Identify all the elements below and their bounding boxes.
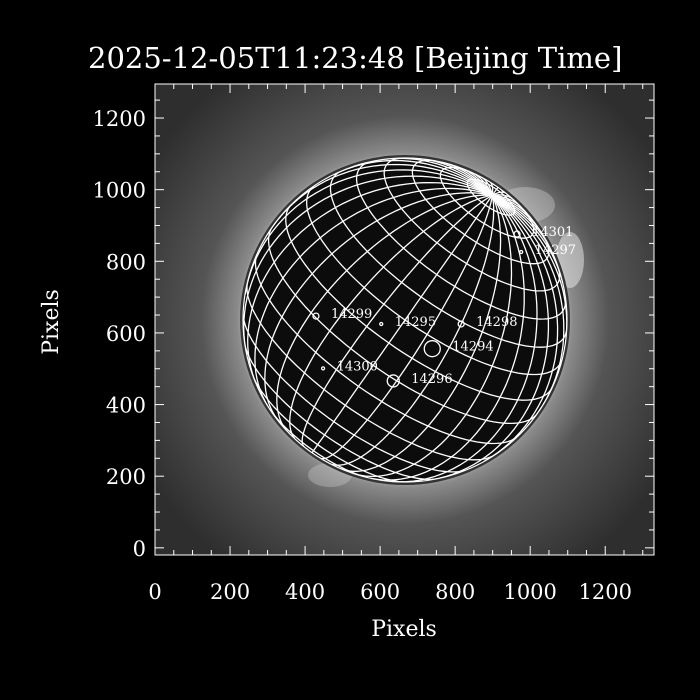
grid-line [491, 187, 499, 196]
y-tick-label: 200 [106, 465, 146, 489]
active-region-label: 14294 [452, 340, 493, 355]
active-region-marker [379, 321, 384, 327]
grid-line [472, 172, 493, 196]
y-tick-label: 600 [106, 322, 146, 346]
grid-line [431, 194, 550, 481]
active-region-marker [386, 374, 400, 388]
x-tick-label: 200 [210, 580, 250, 604]
grid-line [399, 194, 538, 482]
disk-outline [242, 157, 568, 483]
grid-line [369, 194, 525, 481]
grid-line [490, 182, 494, 196]
active-region-label: 14298 [476, 315, 517, 330]
grid-line [264, 192, 493, 421]
grid-line [289, 194, 493, 439]
chart-title: 2025-12-05T11:23:48 [Beijing Time] [88, 41, 622, 75]
active-region-label: 14300 [337, 359, 378, 374]
active-region-marker [513, 230, 521, 238]
x-axis-label: Pixels [371, 617, 437, 642]
grid-line [271, 163, 493, 228]
x-tick-label: 1200 [578, 580, 631, 604]
active-region-marker [457, 320, 465, 328]
x-tick-label: 600 [360, 580, 400, 604]
grid-line [483, 194, 559, 463]
active-region-marker [312, 312, 320, 320]
active-region-label: 14301 [532, 225, 573, 240]
grid-line [244, 169, 493, 295]
y-tick-label: 400 [106, 394, 146, 418]
grid-line [247, 181, 493, 381]
active-region-label: 14296 [411, 372, 452, 387]
grid-line [354, 194, 513, 478]
active-region-marker [519, 249, 524, 255]
y-tick-label: 800 [106, 250, 146, 274]
active-region-marker [320, 366, 326, 371]
y-tick-label: 0 [133, 537, 146, 561]
axis-ticks: 0 200 400 600 800 1000 1200 0 200 400 600 800 1000 12… [93, 84, 654, 604]
grid-line [331, 195, 495, 466]
active-region-label: 14299 [331, 307, 372, 322]
x-tick-label: 0 [148, 580, 161, 604]
y-tick-label: 1200 [93, 107, 146, 131]
image-area: 14301 14297 14299 14295 14298 14294 14300 14296 [155, 84, 654, 555]
grid-line [445, 162, 493, 196]
y-tick-label: 1000 [93, 179, 146, 203]
grid-line [491, 194, 565, 414]
heliographic-grid [243, 158, 567, 482]
active-region-label: 14295 [395, 315, 436, 330]
active-region-label: 14297 [535, 243, 576, 258]
grid-line [492, 191, 505, 196]
grid-line [276, 194, 493, 432]
active-region-marker [423, 340, 441, 358]
y-axis-label: Pixels [39, 289, 64, 355]
x-tick-label: 800 [435, 580, 475, 604]
grid-line [320, 195, 493, 460]
grid-line [243, 175, 493, 351]
x-tick-label: 400 [285, 580, 325, 604]
grid-line [311, 194, 493, 454]
grid-line [254, 187, 493, 408]
grid-line [340, 195, 502, 472]
active-regions: 14301 14297 14299 14295 14298 14294 14300 14296 [312, 225, 576, 388]
grid-line [492, 194, 539, 229]
x-tick-label: 1000 [503, 580, 556, 604]
grid-line [301, 194, 493, 448]
plot-frame [154, 83, 655, 556]
